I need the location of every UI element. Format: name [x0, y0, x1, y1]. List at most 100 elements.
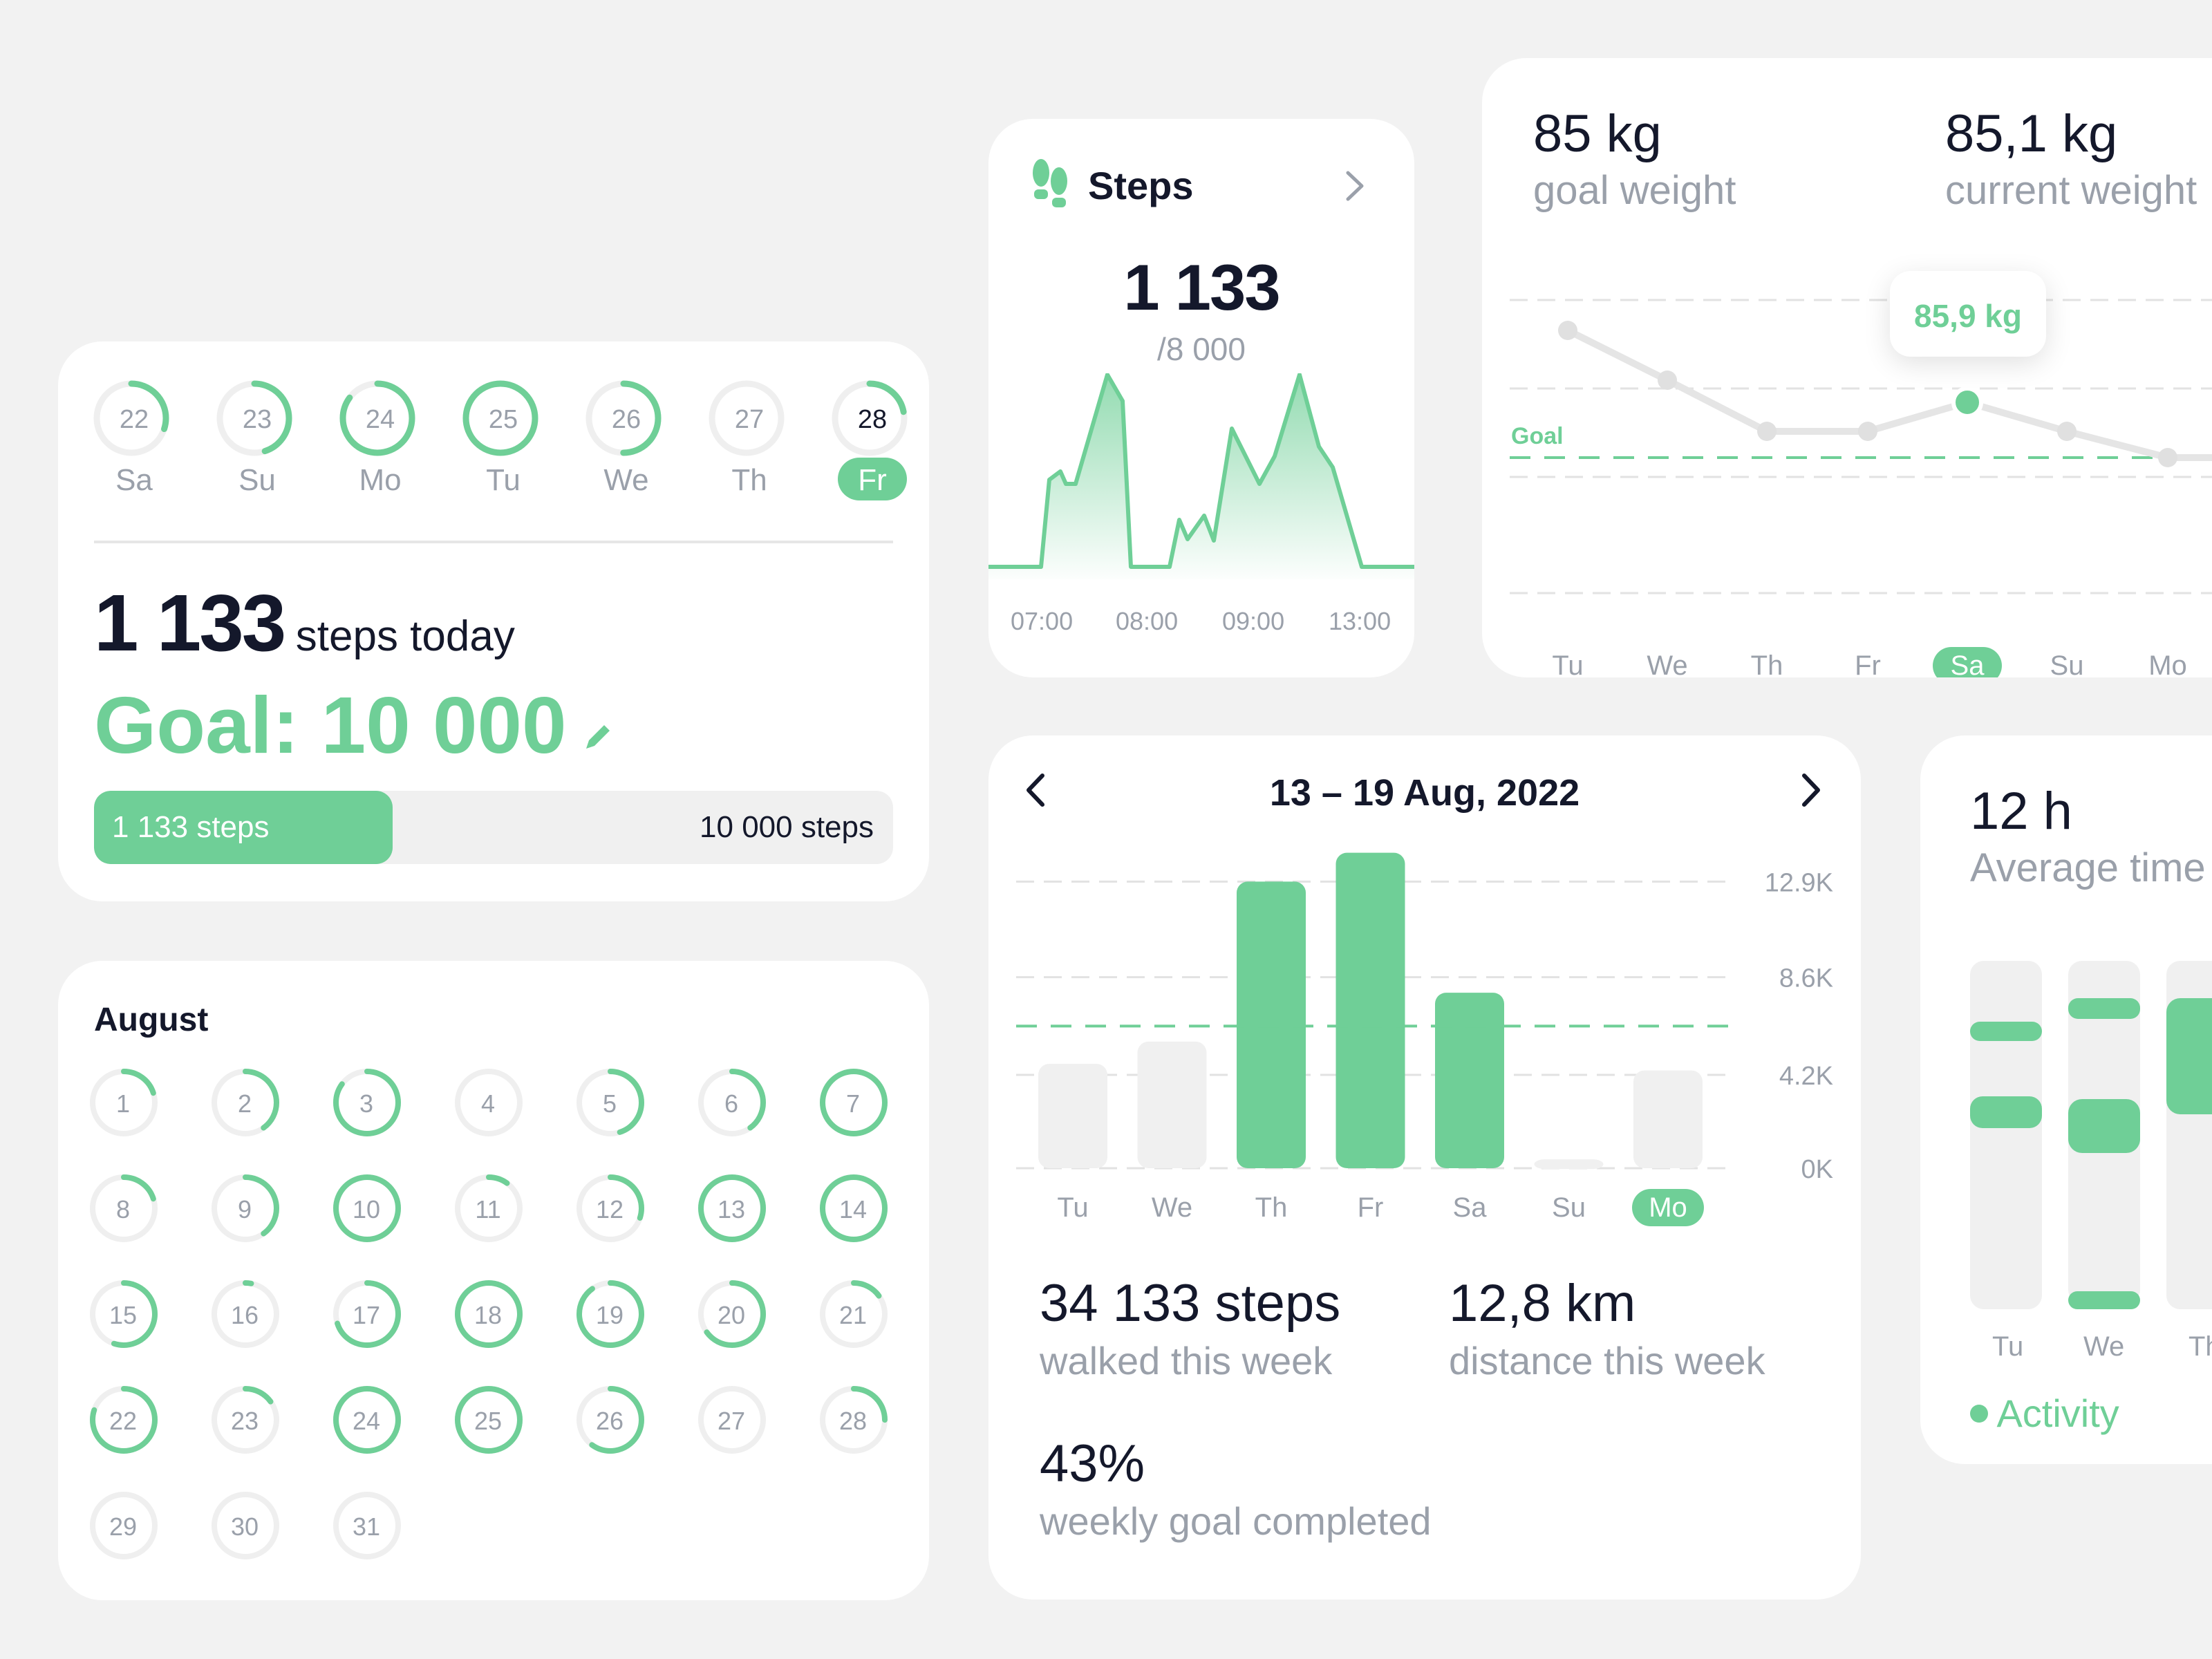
day-progress-ring: [207, 1488, 283, 1567]
week-day-sa[interactable]: 22 Sa: [86, 376, 182, 514]
calendar-day[interactable]: 14: [816, 1170, 890, 1245]
calendar-day[interactable]: 12: [572, 1170, 647, 1245]
day-progress-ring: [335, 376, 425, 466]
calendar-day[interactable]: 2: [207, 1065, 282, 1139]
selected-category-pill: [1632, 1189, 1704, 1226]
x-tick-label: Sa: [1453, 1192, 1488, 1223]
weekly-steps-label: walked this week: [1040, 1339, 1333, 1382]
calendar-day[interactable]: 15: [86, 1276, 160, 1351]
edit-goal-icon[interactable]: [582, 722, 612, 756]
current-weight-value: 85,1 kg: [1945, 104, 2118, 163]
day-number: 18: [474, 1301, 503, 1329]
calendar-day[interactable]: 31: [329, 1488, 404, 1562]
weight-day-mo[interactable]: Mo: [2148, 650, 2187, 677]
calendar-day[interactable]: 19: [572, 1276, 647, 1351]
weekly-steps-card: 13 – 19 Aug, 2022 12.9K 8.6K 4.2K 0K Tu We Th F…: [988, 735, 1861, 1600]
steps-card-value: 1 133: [1123, 251, 1280, 324]
calendar-day[interactable]: 26: [572, 1382, 647, 1456]
week-day-strip: 22 Sa 23 Su 24 Mo 25 Tu 26 We 27 Th 28 Fr: [86, 376, 915, 514]
calendar-day[interactable]: 11: [451, 1170, 525, 1245]
week-day-su[interactable]: 23 Su: [209, 376, 306, 514]
day-progress-ring: [86, 1065, 162, 1144]
day-number: 19: [595, 1301, 624, 1329]
day-label: Mo: [359, 463, 402, 497]
calendar-day[interactable]: 23: [207, 1382, 282, 1456]
day-number: 11: [475, 1195, 501, 1224]
chevron-left-icon[interactable]: [1023, 771, 1048, 812]
calendar-day[interactable]: 22: [86, 1382, 160, 1456]
calendar-day[interactable]: 8: [86, 1170, 160, 1245]
calendar-day[interactable]: 29: [86, 1488, 160, 1562]
day-progress-ring: [329, 1170, 405, 1250]
calendar-day[interactable]: 5: [572, 1065, 647, 1139]
calendar-day[interactable]: 4: [451, 1065, 525, 1139]
steps-card[interactable]: Steps 1 133 /8 000 07:00 08:00 09:00 13:…: [988, 119, 1414, 677]
day-number: 5: [602, 1089, 617, 1118]
weight-day-th[interactable]: Th: [1750, 650, 1783, 677]
calendar-day[interactable]: 3: [329, 1065, 404, 1139]
calendar-day[interactable]: 7: [816, 1065, 890, 1139]
calendar-day[interactable]: 6: [694, 1065, 769, 1139]
day-progress-ring: [816, 1065, 892, 1144]
day-progress-ring: [694, 1276, 770, 1356]
x-tick: 07:00: [1011, 607, 1074, 635]
calendar-day[interactable]: 10: [329, 1170, 404, 1245]
calendar-day[interactable]: 30: [207, 1488, 282, 1562]
calendar-day[interactable]: 27: [694, 1382, 769, 1456]
chevron-right-icon[interactable]: [1799, 771, 1824, 812]
legend-dot: [1970, 1404, 1988, 1423]
x-tick: 09:00: [1222, 607, 1285, 635]
x-tick-label: Mo: [1649, 1192, 1687, 1223]
weekly-distance-value: 12,8 km: [1449, 1274, 1636, 1333]
calendar-day[interactable]: 13: [694, 1170, 769, 1245]
calendar-day[interactable]: 18: [451, 1276, 525, 1351]
average-time-value: 12 h: [1970, 782, 2072, 841]
day-label: Fr: [858, 463, 887, 497]
calendar-day[interactable]: 9: [207, 1170, 282, 1245]
weight-day-tu[interactable]: Tu: [1552, 650, 1584, 677]
x-tick-label: Th: [1255, 1192, 1288, 1223]
calendar-day[interactable]: 21: [816, 1276, 890, 1351]
x-tick: 13:00: [1329, 607, 1391, 635]
chevron-right-icon[interactable]: [1342, 169, 1367, 207]
week-day-fr[interactable]: 28 Fr: [824, 376, 921, 514]
day-number: 17: [352, 1301, 381, 1329]
weight-day-we[interactable]: We: [1647, 650, 1688, 677]
weight-day-su[interactable]: Su: [2050, 650, 2084, 677]
day-progress-ring: [207, 1065, 283, 1144]
calendar-day[interactable]: 16: [207, 1276, 282, 1351]
calendar-day[interactable]: 28: [816, 1382, 890, 1456]
calendar-day[interactable]: 1: [86, 1065, 160, 1139]
steps-card-title: Steps: [1088, 164, 1194, 207]
week-day-mo[interactable]: 24 Mo: [332, 376, 429, 514]
day-progress-ring: [329, 1276, 405, 1356]
day-number: 27: [734, 405, 765, 434]
y-tick-label: 4.2K: [1779, 1062, 1833, 1091]
legend-activity: Activity: [1996, 1391, 2119, 1435]
current-weight-label: current weight: [1945, 168, 2197, 213]
weight-day-fr[interactable]: Fr: [1855, 650, 1881, 677]
calendar-day[interactable]: 20: [694, 1276, 769, 1351]
day-progress-ring: [816, 1382, 892, 1461]
day-number: 13: [717, 1195, 746, 1224]
calendar-day[interactable]: 17: [329, 1276, 404, 1351]
today-steps-card: 22 Sa 23 Su 24 Mo 25 Tu 26 We 27 Th 28 Fr 1 133 steps…: [58, 341, 929, 901]
week-day-we[interactable]: 26 We: [578, 376, 675, 514]
progress-current-label: 1 133 steps: [112, 810, 270, 844]
bar-tu: [1038, 1063, 1107, 1168]
day-number: 26: [595, 1407, 624, 1435]
goal-progress-bar: 1 133 steps 10 000 steps: [94, 791, 893, 864]
goal-weight-value: 85 kg: [1533, 104, 1662, 163]
bar-fr: [1335, 852, 1405, 1168]
day-progress-ring: [207, 1382, 283, 1461]
day-progress-ring: [816, 1276, 892, 1356]
bar-we: [1137, 1041, 1207, 1168]
day-number: 4: [480, 1089, 496, 1118]
august-calendar-card: August 1 2 3 4 5 6 7 8 9 10 11 12 13 14 15 16 17 18 19 20 21…: [58, 961, 929, 1600]
calendar-day[interactable]: 25: [451, 1382, 525, 1456]
day-number: 3: [359, 1089, 374, 1118]
weight-day-sa[interactable]: Sa: [1933, 647, 2002, 677]
week-day-tu[interactable]: 25 Tu: [455, 376, 552, 514]
calendar-day[interactable]: 24: [329, 1382, 404, 1456]
week-day-th[interactable]: 27 Th: [701, 376, 798, 514]
